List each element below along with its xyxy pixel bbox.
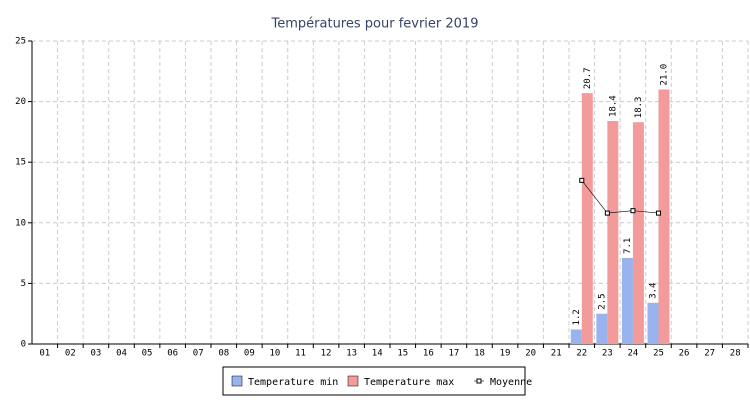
x-tick-label: 20 bbox=[525, 349, 536, 359]
x-tick-label: 23 bbox=[602, 349, 613, 359]
x-tick-label: 06 bbox=[167, 349, 178, 359]
legend-label: Temperature max bbox=[364, 377, 454, 388]
x-tick-label: 15 bbox=[397, 349, 408, 359]
x-tick-label: 09 bbox=[244, 349, 255, 359]
legend-label: Moyenne bbox=[490, 377, 532, 388]
bar bbox=[581, 93, 593, 344]
bar bbox=[596, 313, 608, 344]
x-tick-label: 19 bbox=[500, 349, 511, 359]
line-marker bbox=[604, 210, 610, 216]
value-label: 18.4 bbox=[608, 95, 618, 117]
x-tick-label: 01 bbox=[39, 349, 50, 359]
x-tick-label: 10 bbox=[270, 349, 281, 359]
bar bbox=[621, 257, 633, 344]
x-tick-label: 14 bbox=[372, 349, 383, 359]
x-tick-label: 03 bbox=[91, 349, 102, 359]
x-tick-label: 21 bbox=[551, 349, 562, 359]
line-marker bbox=[579, 177, 585, 183]
bar bbox=[647, 302, 659, 344]
value-label: 3.4 bbox=[649, 283, 659, 299]
y-tick-label: 15 bbox=[15, 158, 26, 168]
x-tick-label: 18 bbox=[474, 349, 485, 359]
x-tick-label: 05 bbox=[142, 349, 153, 359]
value-label: 1.2 bbox=[572, 309, 582, 325]
y-tick-label: 0 bbox=[21, 340, 26, 350]
line-marker bbox=[656, 210, 661, 216]
x-tick-label: 22 bbox=[576, 349, 587, 359]
legend-label: Temperature min bbox=[248, 377, 338, 388]
y-tick-label: 5 bbox=[21, 279, 26, 289]
value-label: 21.0 bbox=[660, 64, 670, 86]
x-tick-label: 17 bbox=[449, 349, 460, 359]
value-label: 18.3 bbox=[634, 97, 644, 119]
x-tick-label: 12 bbox=[321, 349, 332, 359]
x-tick-label: 02 bbox=[65, 349, 76, 359]
bar bbox=[607, 120, 619, 344]
bar bbox=[570, 329, 582, 344]
bar bbox=[632, 122, 644, 344]
bar bbox=[658, 89, 670, 344]
line bbox=[581, 180, 659, 214]
x-tick-label: 28 bbox=[730, 349, 741, 359]
x-tick-label: 13 bbox=[346, 349, 357, 359]
legend-marker bbox=[476, 378, 482, 384]
x-tick-label: 24 bbox=[628, 349, 639, 359]
chart-title: Températures pour fevrier 2019 bbox=[271, 17, 479, 32]
x-tick-label: 11 bbox=[295, 349, 306, 359]
x-tick-label: 25 bbox=[653, 349, 664, 359]
value-label: 7.1 bbox=[623, 238, 633, 254]
y-tick-label: 25 bbox=[15, 37, 26, 47]
y-tick-label: 10 bbox=[15, 218, 26, 228]
legend-swatch bbox=[347, 375, 359, 387]
y-tick-label: 20 bbox=[15, 97, 26, 107]
x-tick-label: 07 bbox=[193, 349, 204, 359]
x-tick-label: 16 bbox=[423, 349, 434, 359]
legend-swatch bbox=[231, 375, 243, 387]
value-label: 20.7 bbox=[583, 67, 593, 89]
x-tick-label: 04 bbox=[116, 349, 127, 359]
x-tick-label: 27 bbox=[704, 349, 715, 359]
x-tick-label: 08 bbox=[218, 349, 229, 359]
x-tick-label: 26 bbox=[679, 349, 690, 359]
line-marker bbox=[630, 208, 636, 214]
value-label: 2.5 bbox=[597, 293, 607, 309]
